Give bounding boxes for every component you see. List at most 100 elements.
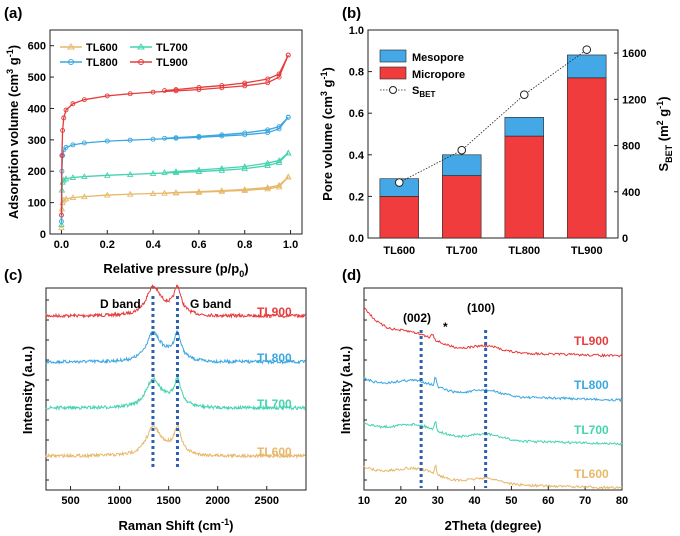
isotherm-point-tl600: [60, 196, 68, 203]
panel-c-label: (c): [4, 267, 22, 284]
panel-b-ytick-label: 0.8: [349, 67, 364, 79]
panel-b: (b) 0.0 0.2 0.4 0.6 0.8 1.0 0 400 800 1200 1600 TL6…: [319, 5, 674, 257]
panel-b-sbet: [394, 45, 592, 187]
isotherm-point-tl700: [60, 176, 68, 183]
isotherm-point-tl700: [241, 163, 248, 169]
panel-c-ticks: 500 1000 1500 2000 2500: [46, 299, 279, 507]
legend-marker-tl900: [138, 59, 144, 65]
panel-d-label-tl900: TL900: [574, 334, 609, 348]
bar-micropore-tl600: [379, 196, 419, 239]
isotherm-desorption-tl800: [164, 116, 289, 139]
panel-a-frame: [49, 29, 303, 235]
panel-a-ytick-label: 0: [40, 229, 46, 241]
isotherm-point-tl700: [81, 173, 88, 180]
panel-d-xtick-label: 40: [468, 495, 480, 507]
isotherm-point-tl800: [265, 130, 271, 136]
isotherm-point-tl700: [62, 175, 70, 182]
isotherm-point-tl900: [196, 84, 202, 90]
bar-micropore-tl800: [504, 135, 544, 239]
isotherm-point-tl800: [265, 127, 271, 133]
isotherm-point-tl600: [241, 186, 248, 192]
xrd-pattern-tl700: [363, 420, 623, 447]
isotherm-point-tl800: [242, 132, 248, 138]
legend-label-tl800: TL800: [86, 57, 118, 69]
xrd-pattern-tl900: [363, 306, 623, 358]
panel-c-guides: [151, 296, 179, 470]
legend-swatch-micropore: [379, 66, 407, 80]
panel-c-label-tl600: TL600: [257, 445, 292, 459]
isotherm-point-tl800: [59, 218, 64, 224]
panel-b-xtick-label: TL600: [383, 245, 415, 257]
panel-b-y2tick-label: 1200: [622, 94, 646, 106]
sbet-point-tl600: [394, 178, 404, 187]
isotherm-point-tl900: [150, 89, 156, 95]
isotherm-point-tl900: [61, 115, 67, 121]
legend-swatch-mesopore: [379, 49, 407, 63]
panel-d-label-tl800: TL800: [574, 378, 609, 392]
panel-b-y2tick-label: 0: [622, 233, 628, 245]
panel-b-ylabel: Pore volume (cm3 g-1): [319, 67, 335, 201]
legend-label-tl600: TL600: [86, 42, 118, 54]
panel-d-label: (d): [342, 267, 361, 284]
panel-a-label: (a): [4, 5, 22, 22]
panel-c-ylabel: Intensity (a.u.): [20, 346, 35, 434]
panel-c-xtick-label: 2500: [255, 495, 279, 507]
panel-a-ticks: 0.0 0.2 0.4 0.6 0.8 1.0 0 100 200 300 400 500 600: [28, 41, 299, 251]
isotherm-point-tl900: [219, 85, 225, 91]
isotherm-point-tl700: [149, 170, 157, 176]
isotherm-point-tl600: [149, 190, 157, 196]
panel-b-y2tick-label: 800: [622, 141, 640, 153]
bar-micropore-tl700: [442, 175, 482, 239]
panel-d-xlabel: 2Theta (degree): [445, 518, 542, 533]
isotherm-point-tl800: [150, 136, 156, 142]
xrd-pattern-tl800: [363, 376, 623, 403]
panel-a-xtick-label: 0.8: [237, 239, 252, 251]
isotherm-point-tl800: [196, 133, 202, 139]
panel-b-frame: [367, 29, 619, 239]
panel-d-ylabel: Intensity (a.u.): [338, 346, 353, 434]
isotherm-point-tl800: [242, 130, 248, 136]
panel-c-xlabel: Raman Shift (cm-1): [119, 517, 234, 533]
isotherm-point-tl600: [264, 184, 271, 191]
isotherm-point-tl700: [195, 166, 203, 173]
isotherm-point-tl700: [69, 174, 77, 180]
isotherm-point-tl900: [219, 83, 225, 89]
isotherm-point-tl700: [264, 159, 271, 166]
isotherm-point-tl900: [59, 212, 64, 218]
legend-marker-tl700: [137, 43, 145, 50]
panel-c-label-tl800: TL800: [257, 351, 292, 365]
isotherm-point-tl600: [69, 194, 77, 201]
panel-a-ytick-label: 400: [28, 103, 46, 115]
bar-mesopore-tl700: [442, 154, 482, 176]
panel-c-xtick-label: 500: [61, 495, 79, 507]
isotherm-point-tl800: [219, 132, 225, 138]
isotherm-point-tl900: [162, 88, 167, 94]
panel-a-xtick-label: 1.0: [283, 239, 298, 251]
isotherm-point-tl600: [58, 224, 65, 231]
panel-c-label-tl700: TL700: [257, 397, 292, 411]
xrd-pattern-tl600: [363, 464, 623, 490]
isotherm-point-tl900: [173, 87, 179, 93]
panel-d-xtick-label: 10: [358, 495, 370, 507]
isotherm-point-tl800: [81, 140, 87, 146]
raman-spectrum-tl700: [45, 375, 307, 411]
panel-d-label-tl600: TL600: [574, 467, 609, 481]
panel-a: (a) 0.0 0.2 0.4 0.6 0.8 1.0 0 100 200 300 400 500 60…: [4, 5, 303, 279]
isotherm-point-tl700: [58, 221, 65, 228]
panel-d-xtick-label: 50: [505, 495, 517, 507]
isotherm-point-tl800: [70, 142, 76, 148]
panel-b-ytick-label: 0.4: [349, 150, 365, 162]
panel-c-xtick-label: 2000: [205, 495, 229, 507]
panel-d-xtick-label: 30: [432, 495, 444, 507]
sbet-point-tl700: [457, 145, 467, 155]
d-band-label: D band: [100, 297, 141, 311]
isotherm-point-tl900: [276, 74, 282, 80]
panel-b-bars: [379, 54, 607, 239]
legend-label-tl700: TL700: [156, 42, 188, 54]
sbet-point-tl900: [582, 45, 592, 54]
legend-marker-tl800: [68, 59, 74, 65]
panel-b-ytick-label: 0.2: [349, 191, 364, 203]
panel-c-curves: [45, 284, 307, 460]
bar-mesopore-tl800: [504, 117, 544, 137]
panel-d-xtick-label: 20: [395, 495, 407, 507]
